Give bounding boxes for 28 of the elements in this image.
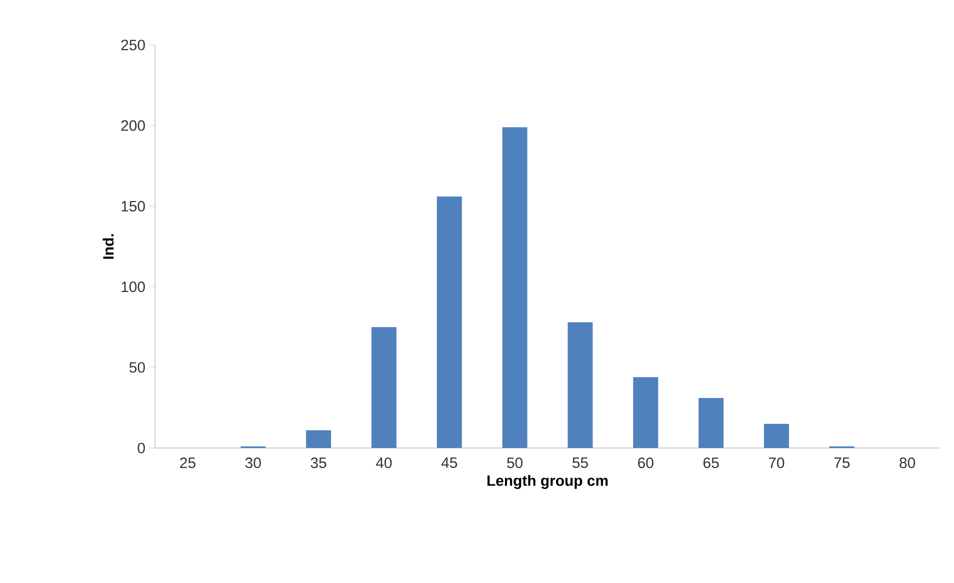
x-tick-label: 50 [507, 458, 523, 468]
y-tick-label: 250 [121, 40, 145, 50]
bar [436, 196, 462, 448]
x-axis-title: Length group cm [487, 474, 608, 489]
x-tick-label: 30 [245, 458, 261, 468]
x-tick-label: 80 [900, 458, 916, 468]
x-tick-label: 55 [572, 458, 588, 468]
x-tick-label: 40 [376, 458, 392, 468]
bar [633, 377, 658, 448]
x-tick-label: 65 [704, 458, 719, 468]
y-tick-label: 0 [138, 442, 145, 454]
y-tick-label: 200 [121, 120, 145, 131]
bar [568, 322, 593, 448]
y-tick-label: 50 [129, 362, 145, 373]
x-tick-label: 25 [180, 458, 196, 468]
x-tick-label: 45 [441, 458, 458, 468]
bar [371, 327, 396, 448]
x-tick-label: 70 [768, 458, 784, 468]
y-axis-title: Ind. [102, 234, 114, 259]
bar [698, 398, 724, 448]
bar [306, 430, 332, 448]
bar [502, 127, 528, 448]
y-tick-label: 100 [122, 282, 145, 292]
x-tick-label: 75 [834, 458, 850, 468]
y-tick-label: 150 [122, 200, 145, 212]
bar [764, 424, 789, 448]
x-tick-label: 60 [638, 458, 654, 468]
x-tick-label: 35 [310, 458, 326, 468]
